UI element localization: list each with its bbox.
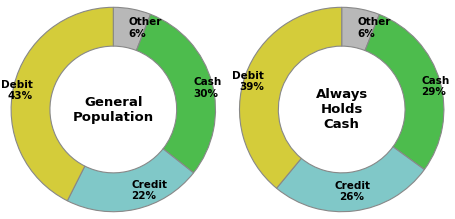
Text: Debit
43%: Debit 43% xyxy=(1,79,33,101)
Text: Other
6%: Other 6% xyxy=(129,17,162,39)
Wedge shape xyxy=(277,147,425,212)
Wedge shape xyxy=(136,14,216,173)
Text: Other
6%: Other 6% xyxy=(357,17,390,39)
Text: General
Population: General Population xyxy=(73,95,154,124)
Wedge shape xyxy=(365,14,444,170)
Text: Credit
26%: Credit 26% xyxy=(334,181,370,202)
Wedge shape xyxy=(67,149,193,212)
Wedge shape xyxy=(239,7,342,188)
Text: Cash
30%: Cash 30% xyxy=(193,77,222,99)
Wedge shape xyxy=(342,7,379,51)
Text: Always
Holds
Cash: Always Holds Cash xyxy=(316,88,368,131)
Text: Cash
29%: Cash 29% xyxy=(421,76,450,97)
Text: Credit
22%: Credit 22% xyxy=(131,180,167,201)
Wedge shape xyxy=(11,7,113,201)
Wedge shape xyxy=(113,7,151,51)
Text: Debit
39%: Debit 39% xyxy=(232,71,264,92)
